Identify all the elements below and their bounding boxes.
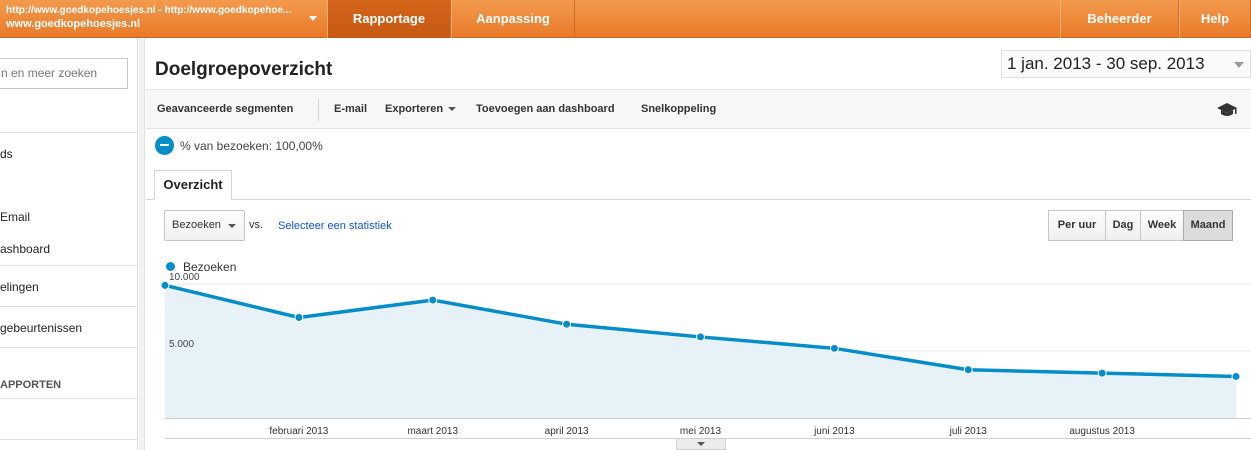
sidebar-item-mededelingen[interactable]: elingen [0, 280, 39, 294]
chevron-down-icon [228, 224, 236, 228]
sidebar-item-gebeurtenissen[interactable]: gebeurtenissen [0, 321, 83, 335]
sidebar-gutter [139, 38, 145, 450]
data-point [963, 365, 973, 375]
x-tick-label: februari 2013 [269, 426, 328, 437]
metric-select-value: Bezoeken [172, 219, 221, 231]
sidebar: n en meer zoeken ds Email ashboard eling… [0, 38, 138, 450]
segment-icon[interactable] [155, 136, 174, 155]
period-day-button[interactable]: Dag [1105, 210, 1141, 241]
y-tick-label: 10.000 [169, 272, 200, 283]
tab-overzicht[interactable]: Overzicht [154, 170, 232, 200]
y-tick-label: 5.000 [169, 339, 194, 350]
export-label: Exporteren [385, 103, 444, 115]
legend-label: Bezoeken [183, 260, 237, 274]
metric-select[interactable]: Bezoeken [164, 210, 245, 241]
search-input[interactable]: n en meer zoeken [0, 58, 128, 89]
page-title: Doelgroepoverzicht [155, 59, 333, 80]
vs-label: vs. [249, 219, 264, 231]
divider [318, 99, 319, 121]
data-point [428, 295, 438, 305]
divider [0, 347, 138, 348]
legend-swatch [166, 262, 175, 272]
top-bar: http://www.goedkopehoesjes.nl - http://w… [0, 0, 1251, 38]
divider [146, 199, 1251, 200]
export-button[interactable]: Exporteren [385, 90, 457, 130]
segment-text: % van bezoeken: 100,00% [180, 139, 323, 153]
tab-help[interactable]: Help [1179, 0, 1251, 38]
divider [0, 398, 138, 399]
x-tick-label: augustus 2013 [1069, 426, 1135, 437]
divider [0, 306, 138, 307]
line-chart[interactable]: 10.000 5.000 februari 2013 maart 2013 april … [146, 38, 1251, 450]
select-statistic-link[interactable]: Selecteer een statistiek [278, 220, 392, 232]
account-name: www.goedkopehoesjes.nl [6, 18, 141, 30]
tab-aanpassing[interactable]: Aanpassing [451, 0, 575, 38]
account-url: http://www.goedkopehoesjes.nl - http://w… [6, 5, 292, 16]
report-toolbar: Geavanceerde segmenten E-mail Exporteren… [146, 89, 1251, 129]
advanced-segments-button[interactable]: Geavanceerde segmenten [157, 103, 294, 115]
tab-rapportage[interactable]: Rapportage [327, 0, 451, 38]
period-hour-button[interactable]: Per uur [1048, 210, 1106, 241]
x-tick-label: juli 2013 [949, 426, 988, 437]
period-month-button[interactable]: Maand [1183, 210, 1233, 241]
period-week-button[interactable]: Week [1140, 210, 1184, 241]
chevron-down-icon [448, 107, 457, 112]
data-point [1097, 368, 1107, 378]
graduation-cap-icon[interactable] [1216, 102, 1238, 118]
shortcut-button[interactable]: Snelkoppeling [641, 103, 717, 115]
data-point [829, 343, 839, 353]
chart-area [165, 285, 1236, 418]
divider [0, 439, 138, 440]
data-point [1231, 371, 1241, 381]
sidebar-item-dashboards[interactable]: ds [0, 147, 13, 161]
data-point [294, 313, 304, 322]
x-tick-label: juni 2013 [813, 426, 855, 437]
add-to-dashboard-button[interactable]: Toevoegen aan dashboard [476, 103, 615, 115]
x-tick-label: mei 2013 [680, 426, 722, 437]
x-tick-label: maart 2013 [407, 426, 458, 437]
divider [0, 265, 138, 266]
account-selector[interactable]: http://www.goedkopehoesjes.nl - http://w… [0, 0, 326, 38]
email-button[interactable]: E-mail [334, 103, 368, 115]
date-range-label: 1 jan. 2013 - 30 sep. 2013 [1007, 54, 1205, 73]
data-point [696, 332, 705, 342]
tab-beheerder[interactable]: Beheerder [1060, 0, 1179, 38]
chevron-down-icon[interactable] [309, 16, 317, 21]
x-tick-label: april 2013 [545, 426, 589, 437]
sidebar-section-rapporten: APPORTEN [0, 379, 62, 391]
main-content: Doelgroepoverzicht 1 jan. 2013 - 30 sep.… [146, 38, 1251, 450]
chevron-down-icon[interactable] [1234, 62, 1244, 68]
chart-expand-handle[interactable] [676, 439, 726, 450]
period-selector: Per uur Dag Week Maand [1048, 210, 1233, 241]
sidebar-item-dashboard[interactable]: ashboard [0, 242, 51, 256]
sidebar-item-email[interactable]: Email [0, 210, 31, 224]
data-point [160, 280, 170, 290]
chart-legend: Bezoeken [166, 260, 236, 274]
divider [0, 132, 138, 133]
data-point [562, 319, 572, 329]
